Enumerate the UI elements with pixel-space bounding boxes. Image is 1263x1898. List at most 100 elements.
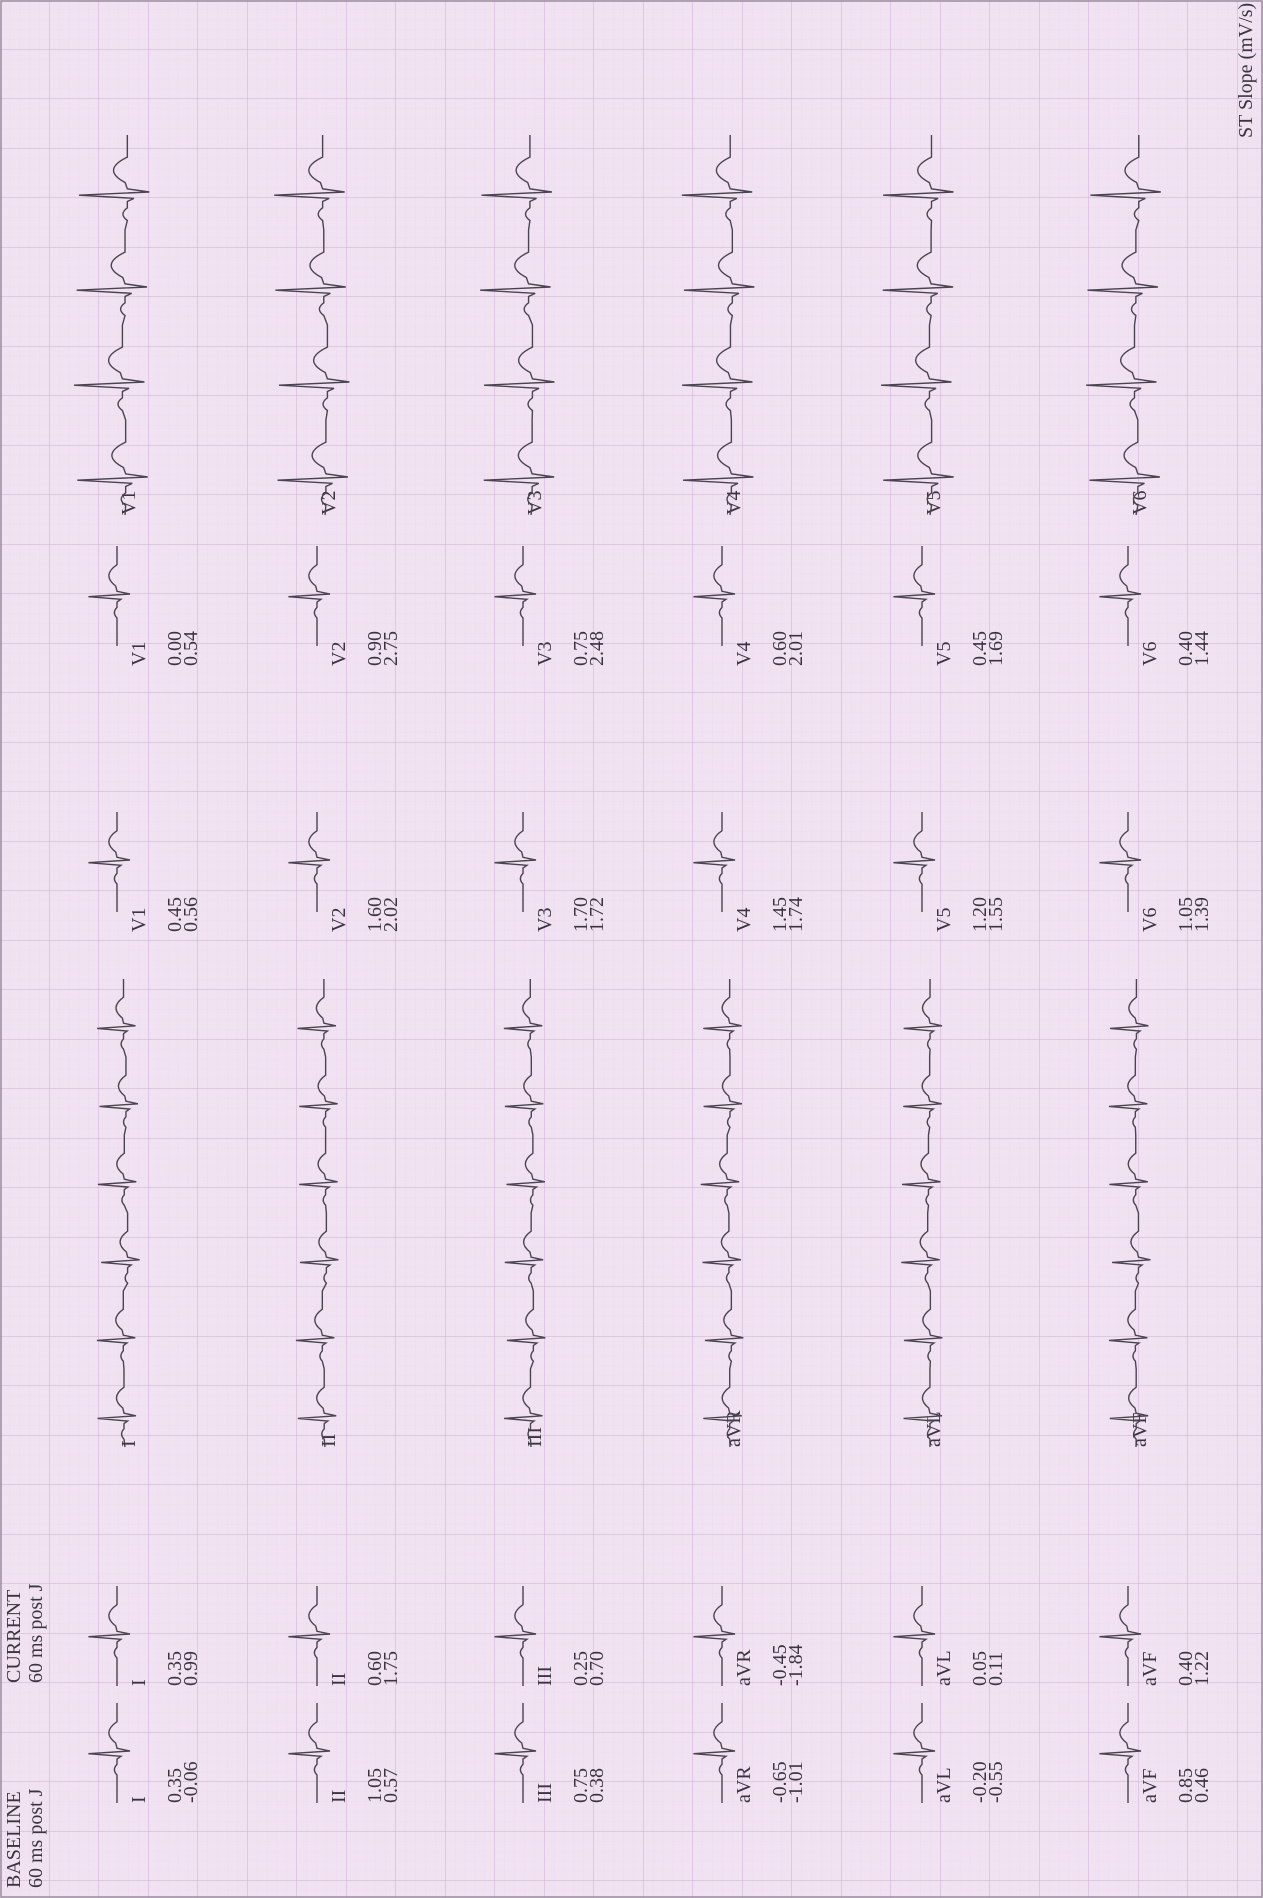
st-value: 0.46 bbox=[1191, 1768, 1213, 1803]
st-value: 2.02 bbox=[380, 897, 402, 932]
rhythm-strip bbox=[73, 135, 150, 516]
rhythm-label: V3 bbox=[524, 491, 546, 515]
lead-label: II bbox=[328, 1673, 350, 1686]
st-value: -0.45 bbox=[769, 1644, 791, 1686]
rhythm-label: II bbox=[318, 1434, 340, 1447]
st-value: 0.38 bbox=[586, 1768, 608, 1803]
lead-label: III bbox=[534, 1783, 556, 1803]
st-value: 1.05 bbox=[1175, 897, 1197, 932]
st-value: 0.90 bbox=[364, 631, 386, 666]
beat-complex bbox=[693, 1586, 736, 1686]
beat-complex bbox=[288, 1586, 331, 1686]
lead-label: V1 bbox=[128, 642, 150, 666]
st-value: 0.45 bbox=[969, 631, 991, 666]
beat-complex bbox=[893, 1703, 936, 1803]
lead-label: I bbox=[128, 1796, 150, 1803]
rhythm-label: aVF bbox=[1129, 1413, 1151, 1447]
rhythm-strip bbox=[700, 979, 744, 1448]
st-value: 0.40 bbox=[1175, 1651, 1197, 1686]
st-value: 0.70 bbox=[586, 1651, 608, 1686]
st-value: 0.25 bbox=[570, 1651, 592, 1686]
rhythm-strip bbox=[295, 979, 339, 1448]
st-value: 0.35 bbox=[164, 1651, 186, 1686]
beat-complex bbox=[693, 812, 736, 912]
st-value: 1.69 bbox=[985, 631, 1007, 666]
lead-label: V1 bbox=[128, 908, 150, 932]
st-value: 0.00 bbox=[164, 631, 186, 666]
lead-label: V4 bbox=[733, 642, 755, 666]
st-value: 0.75 bbox=[570, 631, 592, 666]
lead-label: aVL bbox=[933, 1767, 955, 1803]
beat-complex bbox=[88, 1586, 131, 1686]
beat-complex bbox=[1099, 1703, 1142, 1803]
beat-complex bbox=[288, 1703, 331, 1803]
st-value: 0.60 bbox=[769, 631, 791, 666]
lead-label: V2 bbox=[328, 642, 350, 666]
st-value: 1.22 bbox=[1191, 1651, 1213, 1686]
rhythm-strip bbox=[1086, 135, 1161, 516]
st-value: 1.05 bbox=[364, 1768, 386, 1803]
rhythm-label: I bbox=[118, 1440, 140, 1447]
rhythm-strip bbox=[681, 135, 755, 516]
beat-complex bbox=[693, 546, 736, 646]
lead-label: V5 bbox=[933, 642, 955, 666]
st-value: 1.74 bbox=[785, 897, 807, 932]
lead-label: III bbox=[534, 1666, 556, 1686]
st-value: -1.84 bbox=[785, 1644, 807, 1686]
lead-label: V5 bbox=[933, 908, 955, 932]
lead-label: aVL bbox=[933, 1650, 955, 1686]
rhythm-strip bbox=[274, 135, 350, 516]
beat-complex bbox=[88, 546, 131, 646]
beat-complex bbox=[494, 1703, 537, 1803]
lead-label: II bbox=[328, 1790, 350, 1803]
beat-complex bbox=[693, 1703, 736, 1803]
beat-complex bbox=[88, 1703, 131, 1803]
st-value: 0.57 bbox=[380, 1768, 402, 1803]
st-value: 2.48 bbox=[586, 631, 608, 666]
lead-label: aVF bbox=[1139, 1652, 1161, 1686]
st-value: 0.60 bbox=[364, 1651, 386, 1686]
st-value: -0.65 bbox=[769, 1761, 791, 1803]
beat-complex bbox=[88, 812, 131, 912]
beat-complex bbox=[288, 546, 331, 646]
st-value: 0.99 bbox=[180, 1651, 202, 1686]
baseline-subtitle: 60 ms post J bbox=[25, 1788, 47, 1888]
lead-label: V6 bbox=[1139, 908, 1161, 932]
rhythm-strip bbox=[503, 979, 546, 1448]
lead-label: I bbox=[128, 1679, 150, 1686]
current-subtitle: 60 ms post J bbox=[25, 1583, 47, 1683]
lead-label: aVR bbox=[733, 1649, 755, 1686]
current-title: CURRENT bbox=[3, 1590, 25, 1683]
rhythm-strip bbox=[1108, 979, 1151, 1448]
baseline-title: BASELINE bbox=[3, 1791, 25, 1888]
rhythm-label: V2 bbox=[318, 491, 340, 515]
st-value: 0.75 bbox=[570, 1768, 592, 1803]
lead-label: V2 bbox=[328, 908, 350, 932]
rhythm-strip bbox=[901, 979, 943, 1448]
beat-complex bbox=[494, 1586, 537, 1686]
rhythm-strip bbox=[96, 979, 140, 1448]
st-value: 1.55 bbox=[985, 897, 1007, 932]
rhythm-label: V1 bbox=[118, 491, 140, 515]
lead-label: aVF bbox=[1139, 1769, 1161, 1803]
beat-complex bbox=[893, 812, 936, 912]
st-value: 1.45 bbox=[769, 897, 791, 932]
landscape-layer: BASELINE 60 ms post J CURRENT 60 ms post… bbox=[3, 3, 1257, 1888]
lead-label: V3 bbox=[534, 642, 556, 666]
st-value: -0.06 bbox=[180, 1761, 202, 1803]
st-slope-label: ST Slope (mV/s) bbox=[1235, 3, 1257, 138]
st-value: 1.20 bbox=[969, 897, 991, 932]
st-value: 0.11 bbox=[985, 1652, 1007, 1686]
st-value: 0.05 bbox=[969, 1651, 991, 1686]
beat-complex bbox=[893, 546, 936, 646]
st-value: 0.40 bbox=[1175, 631, 1197, 666]
st-value: 2.75 bbox=[380, 631, 402, 666]
st-value: 1.75 bbox=[380, 1651, 402, 1686]
st-value: 0.54 bbox=[180, 631, 202, 666]
st-value: 1.44 bbox=[1191, 631, 1213, 666]
lead-label: V4 bbox=[733, 908, 755, 932]
beat-complex bbox=[1099, 546, 1142, 646]
